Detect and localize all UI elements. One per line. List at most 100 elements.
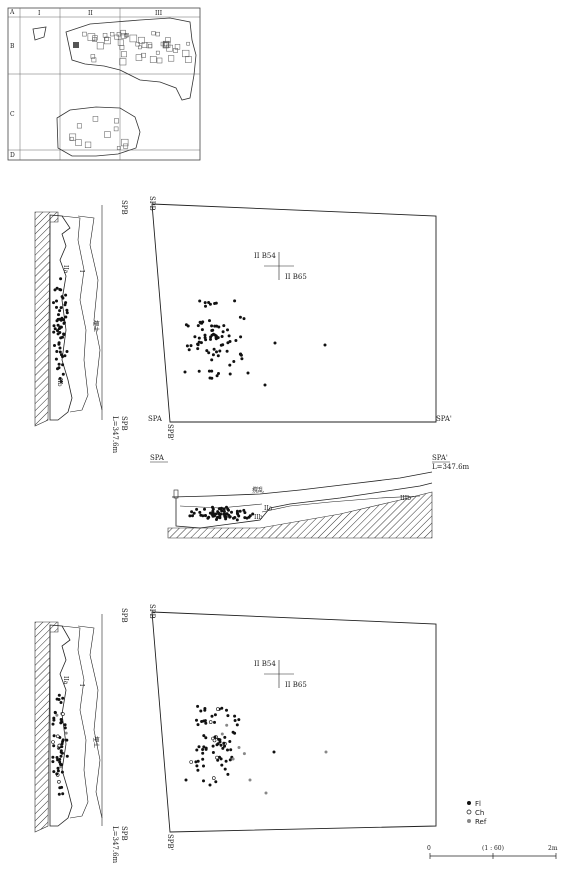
key-target-square bbox=[73, 42, 79, 48]
key-grid-square bbox=[76, 123, 82, 129]
artifact-point bbox=[52, 744, 56, 748]
artifact-point bbox=[59, 718, 63, 721]
plan-upper-corner-bottom-right: SPA' bbox=[436, 415, 452, 423]
plan-lower-grid-label-2: II B65 bbox=[285, 681, 307, 689]
section-b2-layer-line-2 bbox=[77, 625, 103, 819]
plan-upper-grid-label-1: II B54 bbox=[254, 252, 276, 260]
artifact-point bbox=[65, 350, 69, 353]
artifact-point bbox=[208, 376, 212, 380]
artifact-point bbox=[213, 302, 217, 305]
artifact-point bbox=[235, 723, 239, 727]
artifact-point bbox=[53, 288, 57, 292]
artifact-point bbox=[193, 335, 197, 339]
artifact-point bbox=[204, 747, 208, 751]
artifact-point bbox=[62, 321, 66, 325]
key-grid-square bbox=[174, 44, 181, 50]
artifact-point bbox=[226, 507, 230, 511]
artifact-point bbox=[204, 514, 207, 518]
artifact-point bbox=[60, 295, 64, 299]
plan-upper-corner-bottom-left2: SPB' bbox=[166, 424, 174, 441]
artifact-point bbox=[61, 372, 65, 376]
key-grid-square bbox=[138, 36, 145, 44]
artifact-point bbox=[61, 792, 65, 796]
artifact-point bbox=[195, 507, 199, 511]
artifact-point bbox=[220, 763, 224, 767]
artifact-point bbox=[55, 305, 58, 309]
section-a-surface-line bbox=[171, 471, 433, 498]
artifact-point bbox=[217, 372, 220, 375]
section-b2-layer-I: I bbox=[78, 684, 85, 687]
artifact-point bbox=[220, 509, 224, 513]
artifact-point bbox=[201, 514, 205, 518]
key-grid-square bbox=[90, 54, 96, 59]
artifact-point bbox=[61, 363, 65, 367]
artifact-point bbox=[63, 726, 67, 730]
artifact-point bbox=[59, 380, 63, 383]
artifact-point bbox=[248, 514, 252, 518]
section-a-pit-outline bbox=[175, 482, 433, 529]
artifact-point bbox=[51, 760, 55, 764]
artifact-point bbox=[212, 738, 217, 743]
artifact-point bbox=[205, 349, 209, 353]
plan-upper-artifacts bbox=[183, 299, 327, 387]
key-grid-square bbox=[120, 29, 126, 36]
key-grid-square bbox=[120, 33, 127, 39]
artifact-point bbox=[228, 372, 232, 376]
artifact-point bbox=[230, 510, 233, 514]
artifact-point bbox=[263, 383, 267, 387]
artifact-point bbox=[65, 754, 69, 758]
key-grid-square bbox=[104, 37, 111, 45]
key-grid-square bbox=[82, 31, 87, 37]
artifact-point bbox=[51, 722, 55, 726]
artifact-point bbox=[212, 513, 216, 517]
artifact-point bbox=[208, 783, 212, 787]
section-b-layer-I: I bbox=[78, 270, 85, 273]
artifact-point bbox=[222, 507, 226, 511]
key-grid-square bbox=[96, 42, 104, 50]
artifact-point bbox=[203, 719, 207, 723]
key-grid-square bbox=[91, 57, 97, 63]
key-grid-square bbox=[119, 45, 125, 50]
key-grid-square bbox=[141, 52, 146, 58]
artifact-point bbox=[198, 510, 202, 514]
artifact-point bbox=[323, 343, 327, 347]
section-a-bedrock bbox=[167, 491, 433, 539]
section-b-artifacts bbox=[52, 277, 69, 383]
key-grid-square bbox=[119, 58, 127, 66]
artifact-point bbox=[59, 306, 63, 310]
artifact-point bbox=[227, 334, 231, 338]
artifact-point bbox=[58, 377, 62, 380]
artifact-point bbox=[64, 731, 68, 735]
artifact-point bbox=[225, 708, 228, 712]
key-grid-square bbox=[124, 33, 129, 38]
key-grid-square bbox=[186, 41, 190, 46]
key-grid-square bbox=[173, 48, 178, 53]
artifact-point bbox=[204, 721, 208, 725]
section-b2-fill-label: 埋土 bbox=[92, 736, 100, 748]
artifact-point bbox=[196, 347, 200, 351]
section-a-right-label: SPA' bbox=[432, 454, 448, 462]
artifact-point bbox=[220, 335, 224, 338]
key-grid-square bbox=[163, 42, 168, 47]
artifact-point bbox=[224, 759, 228, 763]
key-row-A: A bbox=[9, 9, 15, 16]
section-a-left-label: SPA bbox=[150, 454, 165, 462]
artifact-point bbox=[204, 304, 207, 308]
key-grid-square bbox=[185, 56, 192, 63]
artifact-point bbox=[264, 791, 268, 795]
plan-lower-outline bbox=[151, 611, 437, 833]
artifact-point bbox=[52, 330, 56, 334]
key-grid-square bbox=[155, 50, 160, 55]
artifact-point bbox=[229, 748, 233, 752]
artifact-point bbox=[234, 339, 238, 342]
artifact-point bbox=[187, 348, 191, 352]
artifact-point bbox=[197, 745, 201, 749]
artifact-point bbox=[60, 770, 64, 774]
artifact-point bbox=[213, 720, 216, 724]
artifact-point bbox=[63, 354, 67, 358]
artifact-point bbox=[60, 353, 63, 357]
artifact-point bbox=[224, 515, 228, 519]
artifact-point bbox=[203, 333, 207, 337]
key-grid-square bbox=[114, 34, 119, 40]
artifact-point bbox=[202, 764, 205, 768]
